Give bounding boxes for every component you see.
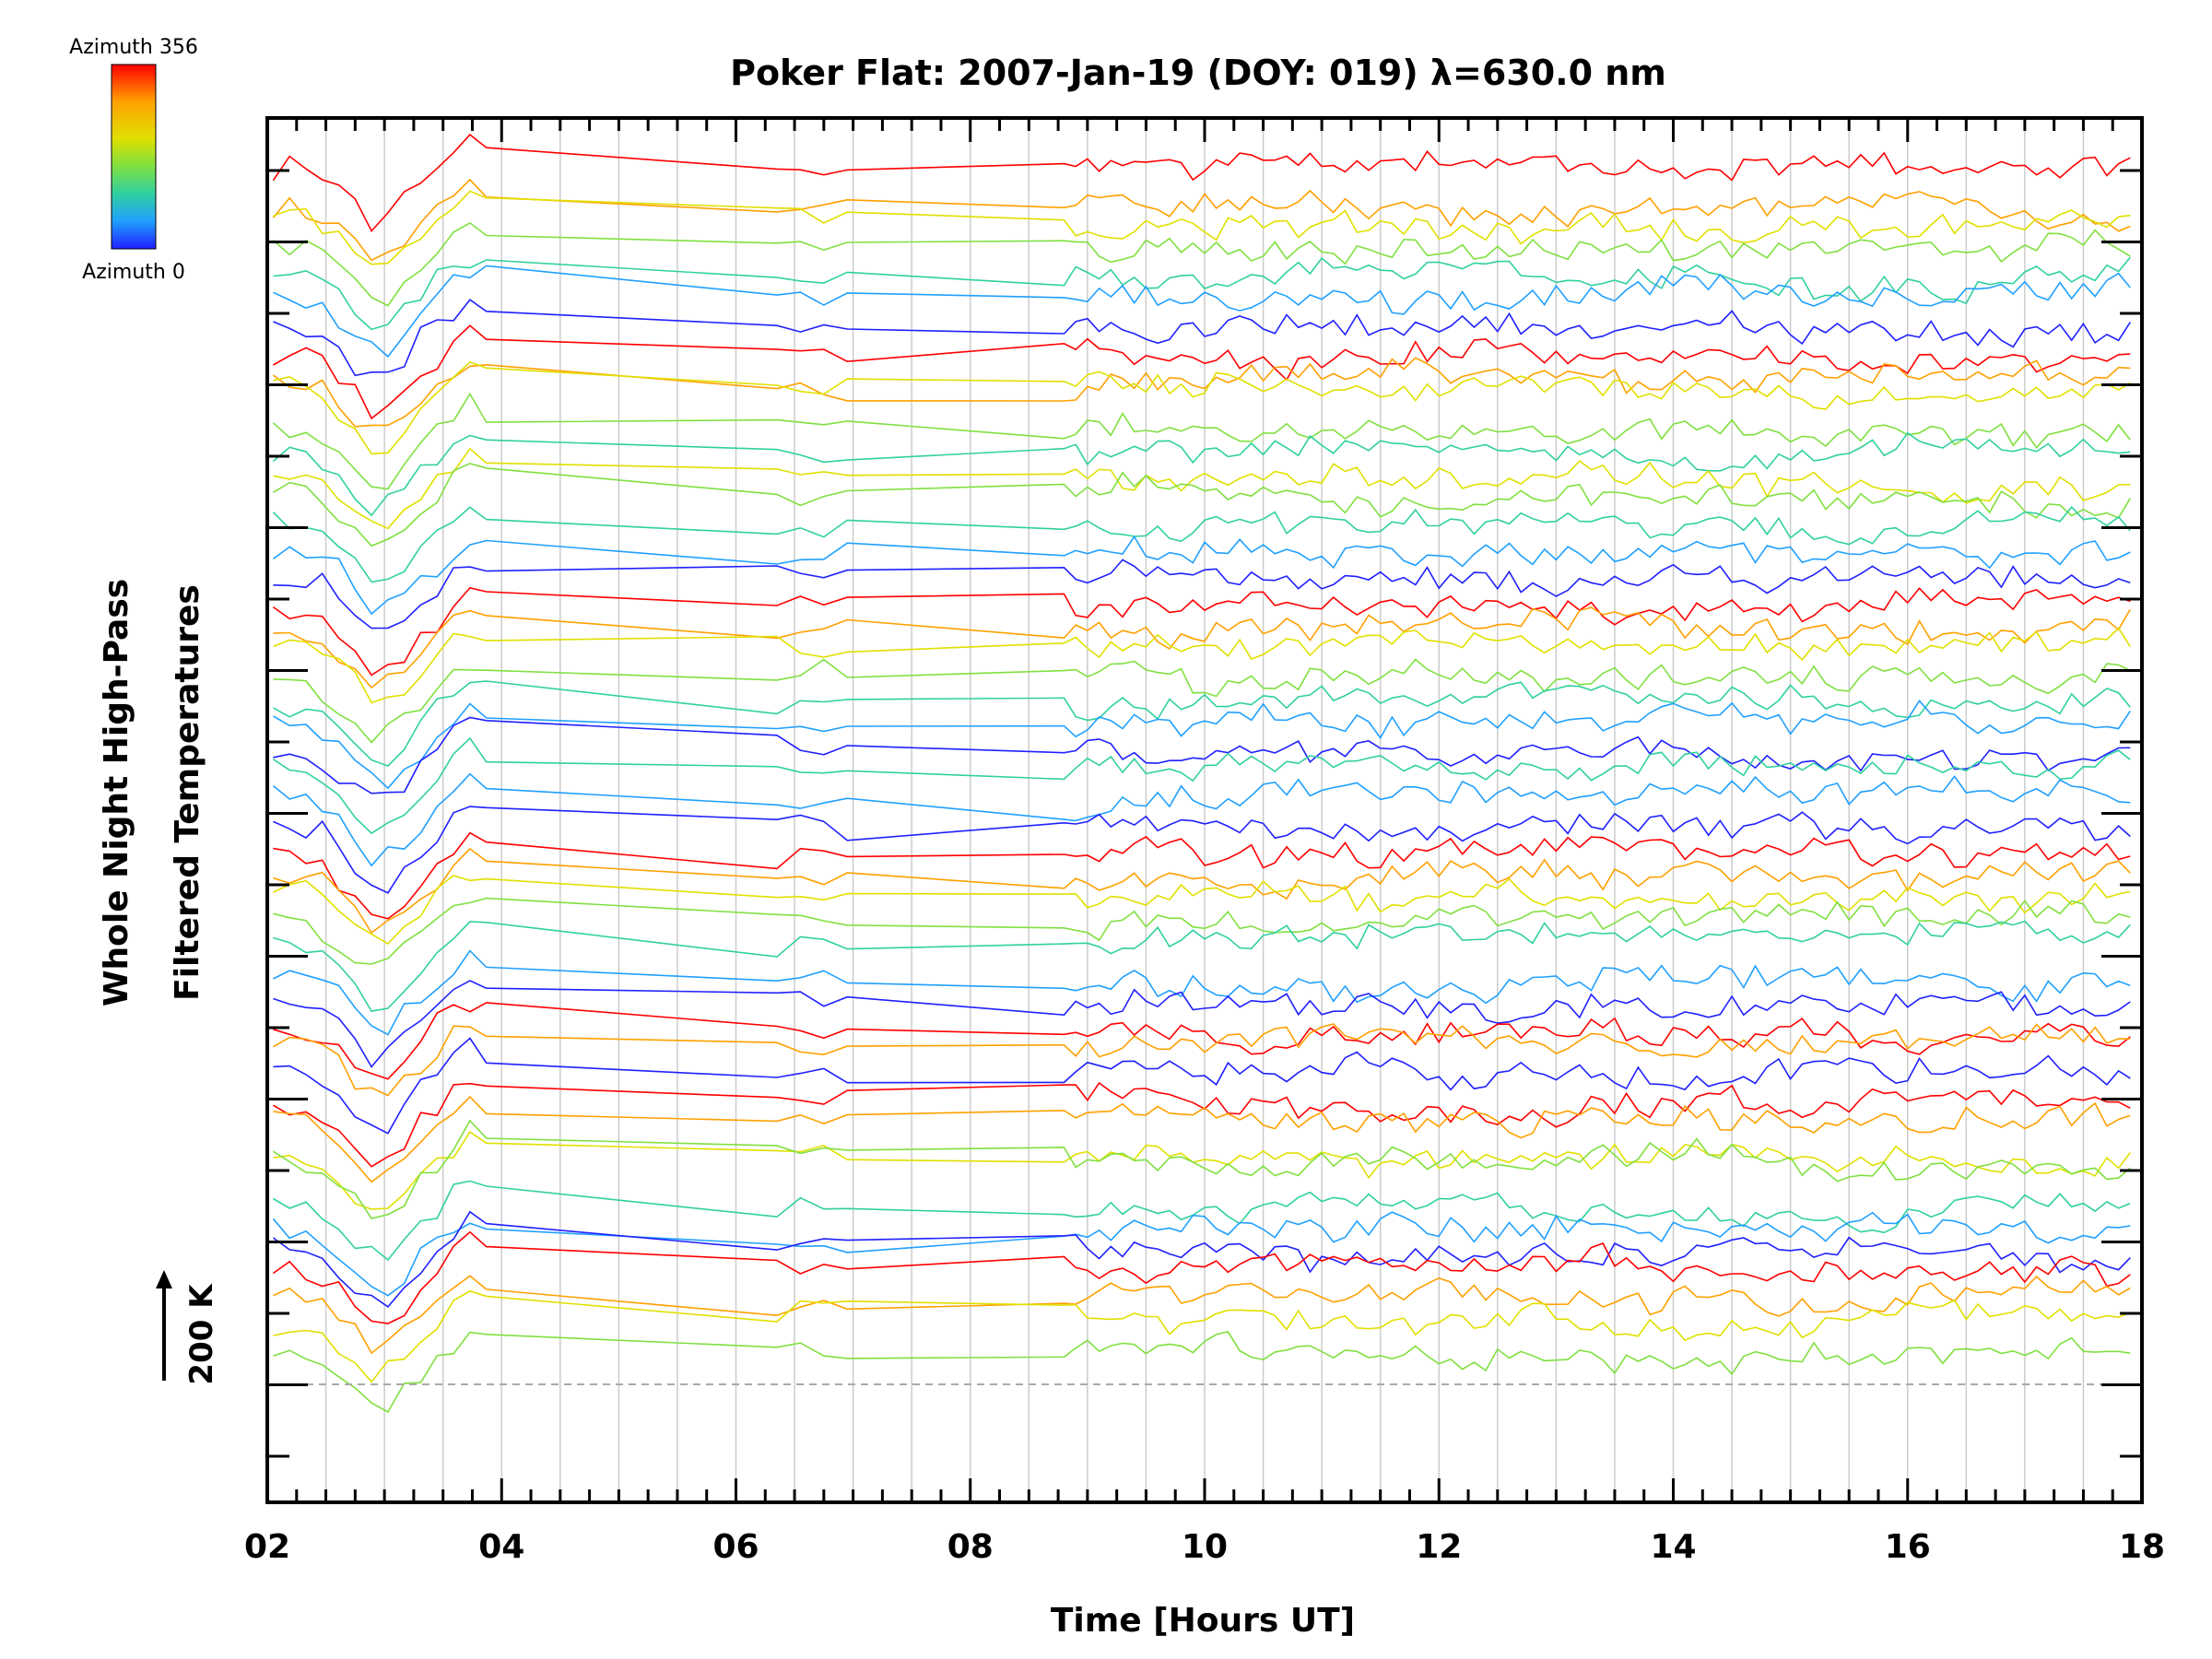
x-tick-label: 18 (2119, 1528, 2165, 1566)
temperature-trace (273, 806, 2131, 894)
y-axis-label-group: Whole Night High-Pass (98, 579, 135, 1006)
colorbar: Azimuth 356 Azimuth 0 (69, 36, 198, 284)
temperature-trace (272, 505, 2131, 583)
temperature-trace (273, 265, 2131, 359)
x-tick-label: 10 (1182, 1528, 1228, 1566)
temperature-trace (273, 831, 2131, 920)
scale-arrow-head (156, 1270, 172, 1288)
temperature-trace (272, 699, 2131, 790)
temperature-trace (272, 178, 2131, 262)
temperature-trace (273, 920, 2131, 1012)
temperature-trace (273, 1037, 2131, 1135)
temperature-trace (272, 431, 2131, 517)
temperature-trace (272, 1081, 2131, 1168)
temperature-trace (273, 1330, 2131, 1414)
temperature-trace (272, 736, 2131, 835)
temperature-trace (273, 658, 2131, 744)
temperature-trace (273, 875, 2131, 946)
temperature-trace (273, 897, 2131, 965)
temperature-trace (273, 1095, 2131, 1183)
temperature-trace (273, 1002, 2131, 1080)
temperature-trace (272, 134, 2131, 232)
temperature-trace (273, 324, 2131, 420)
x-tick-label: 16 (1885, 1528, 1931, 1566)
x-tick-labels: 02 04 06 08 10 12 14 16 18 (244, 1528, 2165, 1566)
temperature-trace (272, 772, 2131, 867)
y-axis-label-line2: Filtered Temperatures (169, 584, 206, 1001)
temperature-trace (273, 1289, 2131, 1383)
x-tick-label: 04 (478, 1528, 524, 1566)
temperature-trace (273, 1023, 2131, 1097)
colorbar-max-label: Azimuth 356 (69, 36, 198, 59)
x-tick-label: 06 (712, 1528, 759, 1566)
temperature-trace (272, 1230, 2131, 1324)
scale-indicator: 200 K (156, 1270, 220, 1385)
x-tick-label: 08 (947, 1528, 994, 1566)
temperature-trace (273, 627, 2131, 704)
temperature-trace (273, 256, 2131, 331)
x-axis-label: Time [Hours UT] (1051, 1602, 1355, 1640)
temperature-trace (272, 1119, 2131, 1220)
temperature-trace (273, 190, 2131, 265)
temperature-trace (273, 559, 2131, 629)
scale-label: 200 K (183, 1283, 220, 1385)
temperature-trace (272, 1211, 2131, 1297)
chart-title: Poker Flat: 2007-Jan-19 (DOY: 019) λ=630… (730, 53, 1666, 93)
colorbar-gradient-bar (111, 64, 157, 250)
temperature-trace (273, 606, 2131, 689)
temperature-trace (272, 392, 2131, 490)
temperature-trace (272, 221, 2131, 307)
temperature-trace (272, 357, 2131, 428)
temperature-trace (272, 586, 2131, 677)
temperature-trace (273, 949, 2131, 1036)
colorbar-min-label: Azimuth 0 (82, 261, 185, 284)
trace-group (272, 134, 2131, 1414)
temperature-trace (273, 980, 2131, 1068)
x-tick-label: 14 (1650, 1528, 1696, 1566)
x-tick-label: 12 (1416, 1528, 1462, 1566)
y-axis-label-line1: Whole Night High-Pass (98, 579, 135, 1006)
temperature-trace (273, 847, 2131, 935)
temperature-trace (273, 1275, 2131, 1355)
x-tick-label: 02 (244, 1528, 290, 1566)
temperature-trace (272, 535, 2131, 616)
axis-ticks (265, 118, 2144, 1502)
temperature-trace (272, 1180, 2131, 1262)
temperature-trace (273, 360, 2131, 455)
temperature-trace (273, 299, 2131, 377)
temperature-trace (273, 447, 2131, 530)
temperature-trace (273, 716, 2131, 794)
temperature-trace (272, 463, 2131, 547)
temperature-trace (273, 680, 2131, 768)
grid (324, 118, 2085, 1502)
y-axis-label-group-2: Filtered Temperatures (169, 584, 206, 1001)
temperature-trace (272, 1210, 2131, 1308)
temperature-trace (273, 1130, 2131, 1210)
